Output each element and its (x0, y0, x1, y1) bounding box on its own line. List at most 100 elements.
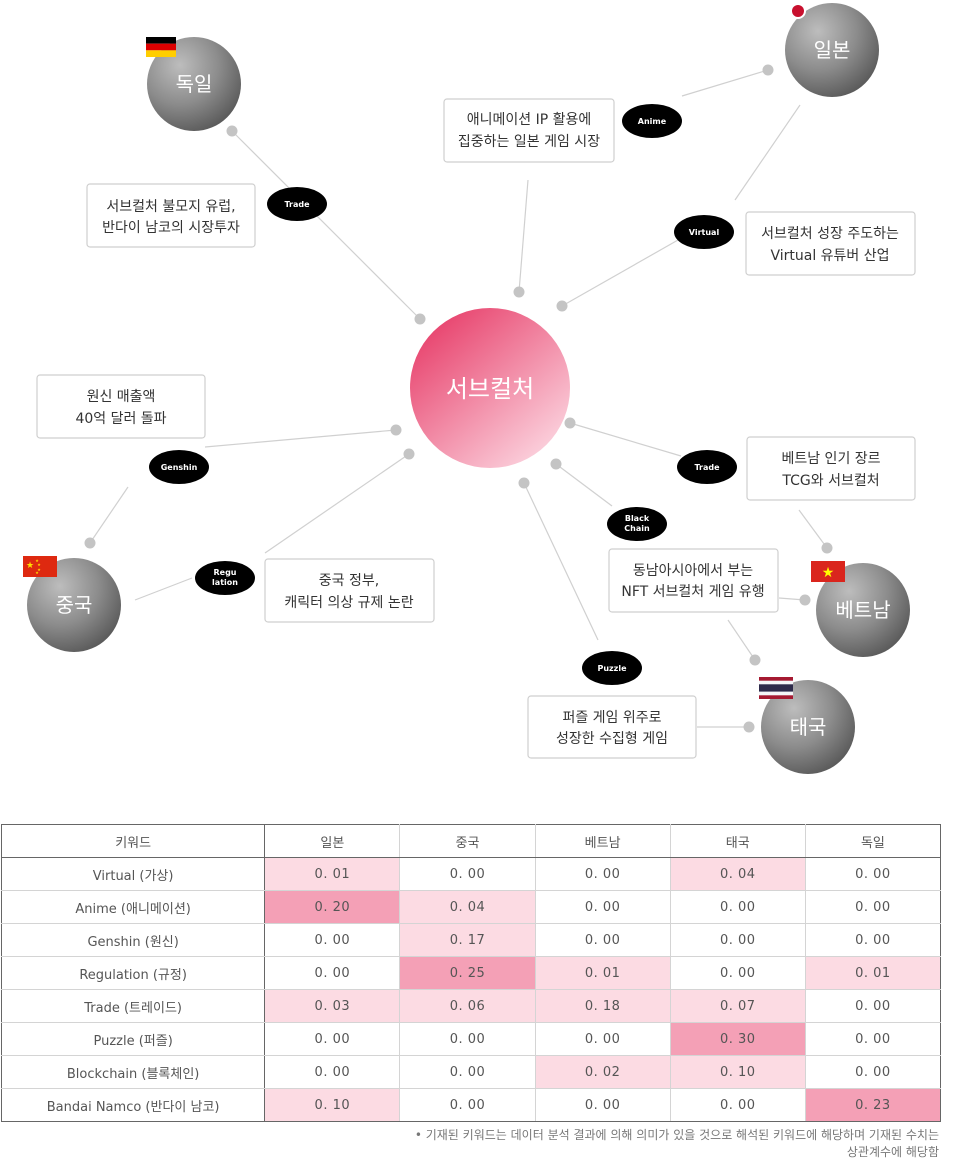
table-header-row: 키워드 일본 중국 베트남 태국 독일 (0, 824, 942, 858)
china-flag: ★ ★ ★ ★ ★ (23, 556, 57, 577)
table-row: Anime (애니메이션) 0. 20 0. 04 0. 00 0. 00 0. 00 (0, 890, 942, 924)
table-row: Puzzle (퍼즐) 0. 00 0. 00 0. 00 0. 30 0. 00 (0, 1022, 942, 1056)
svg-text:NFT 서브컬처 게임 유행: NFT 서브컬처 게임 유행 (621, 584, 764, 600)
insight-box-virtual: 서브컬처 성장 주도하는 Virtual 유튜버 산업 (745, 211, 916, 276)
footnote-line-1: • 기재된 키워드는 데이터 분석 결과에 의해 의미가 있을 것으로 해석된 … (414, 1128, 939, 1142)
correlation-cell: 0. 00 (399, 1022, 536, 1056)
svg-text:캐릭터 의상 규제 논란: 캐릭터 의상 규제 논란 (284, 595, 413, 611)
correlation-cell: 0. 00 (669, 890, 806, 924)
center-node: 서브컬처 (410, 308, 570, 468)
svg-text:Chain: Chain (624, 524, 650, 533)
keyword-cell: Blockchain (블록체인) (0, 1055, 266, 1089)
table-row: Regulation (규정) 0. 00 0. 25 0. 01 0. 00 0. 01 (0, 956, 942, 990)
svg-text:★: ★ (822, 565, 835, 581)
correlation-table-container: 키워드 일본 중국 베트남 태국 독일 Virtual (가상) 0. 01 0. … (0, 824, 942, 1122)
svg-text:Genshin: Genshin (161, 463, 198, 472)
svg-text:Black: Black (625, 514, 650, 523)
svg-text:원신 매출액: 원신 매출액 (87, 389, 156, 405)
country-label: 일본 (814, 38, 851, 62)
insight-box-anime: 애니메이션 IP 활용에 집중하는 일본 게임 시장 (443, 98, 615, 163)
correlation-cell: 0. 30 (669, 1022, 806, 1056)
correlation-cell: 0. 00 (669, 956, 806, 990)
keyword-cell: Genshin (원신) (0, 923, 266, 957)
svg-text:TCG와 서브컬처: TCG와 서브컬처 (781, 473, 879, 489)
keyword-network-diagram: 서브컬처 독일 일본 중국 ★ ★ ★ ★ ★ 베트남 (23, 3, 916, 774)
svg-text:★: ★ (35, 558, 39, 563)
correlation-cell: 0. 01 (264, 857, 401, 891)
header-germany: 독일 (804, 824, 942, 858)
correlation-cell: 0. 00 (804, 923, 942, 957)
keyword-pill-puzzle: Puzzle (582, 651, 642, 685)
svg-text:Virtual 유튜버 산업: Virtual 유튜버 산업 (770, 248, 889, 264)
header-vietnam: 베트남 (534, 824, 671, 858)
svg-text:Trade: Trade (284, 200, 310, 209)
keyword-pill-trade-germany: Trade (267, 187, 327, 221)
correlation-cell: 0. 00 (264, 1055, 401, 1089)
svg-text:동남아시아에서 부는: 동남아시아에서 부는 (633, 563, 753, 579)
svg-text:애니메이션 IP 활용에: 애니메이션 IP 활용에 (467, 112, 592, 128)
japan-flag (790, 3, 806, 19)
footnote-line-2: 상관계수에 해당함 (846, 1145, 939, 1159)
correlation-cell: 0. 00 (264, 956, 401, 990)
correlation-cell: 0. 25 (399, 956, 536, 990)
svg-text:Virtual: Virtual (689, 228, 720, 237)
country-node-vietnam: 베트남 ★ (811, 561, 910, 657)
svg-text:Puzzle: Puzzle (597, 664, 627, 673)
country-node-china: 중국 ★ ★ ★ ★ ★ (23, 556, 121, 652)
country-node-germany: 독일 (146, 37, 241, 131)
country-label: 독일 (176, 72, 213, 96)
correlation-cell: 0. 00 (669, 923, 806, 957)
keyword-cell: Puzzle (퍼즐) (0, 1022, 266, 1056)
header-keyword: 키워드 (0, 824, 266, 858)
table-row: Genshin (원신) 0. 00 0. 17 0. 00 0. 00 0. 00 (0, 923, 942, 957)
svg-text:성장한 수집형 게임: 성장한 수집형 게임 (556, 731, 668, 747)
correlation-table: 키워드 일본 중국 베트남 태국 독일 Virtual (가상) 0. 01 0. … (0, 824, 942, 1122)
svg-text:중국 정부,: 중국 정부, (319, 573, 379, 589)
germany-flag (146, 37, 176, 57)
header-japan: 일본 (264, 824, 401, 858)
correlation-cell: 0. 20 (264, 890, 401, 924)
correlation-cell: 0. 00 (534, 1022, 671, 1056)
correlation-cell: 0. 10 (264, 1088, 401, 1122)
svg-text:40억 달러 돌파: 40억 달러 돌파 (75, 411, 166, 427)
correlation-cell: 0. 00 (534, 890, 671, 924)
table-body: Virtual (가상) 0. 01 0. 00 0. 00 0. 04 0. 00 Ani… (0, 857, 942, 1122)
correlation-cell: 0. 00 (264, 1022, 401, 1056)
insight-box-regulation: 중국 정부, 캐릭터 의상 규제 논란 (264, 558, 435, 623)
footnote: • 기재된 키워드는 데이터 분석 결과에 의해 의미가 있을 것으로 해석된 … (239, 1127, 939, 1161)
svg-text:집중하는 일본 게임 시장: 집중하는 일본 게임 시장 (458, 134, 600, 150)
correlation-cell: 0. 00 (534, 1088, 671, 1122)
svg-text:★: ★ (26, 561, 34, 571)
correlation-cell: 0. 01 (804, 956, 942, 990)
correlation-cell: 0. 18 (534, 989, 671, 1023)
vietnam-flag: ★ (811, 561, 845, 582)
insight-box-genshin: 원신 매출액 40억 달러 돌파 (36, 374, 206, 439)
keyword-cell: Regulation (규정) (0, 956, 266, 990)
keyword-cell: Trade (트레이드) (0, 989, 266, 1023)
keyword-pill-genshin: Genshin (149, 450, 209, 484)
svg-text:베트남 인기 장르: 베트남 인기 장르 (781, 451, 880, 467)
correlation-cell: 0. 06 (399, 989, 536, 1023)
correlation-cell: 0. 04 (669, 857, 806, 891)
svg-text:Regu: Regu (213, 568, 236, 577)
correlation-cell: 0. 00 (804, 890, 942, 924)
svg-text:★: ★ (37, 562, 41, 567)
svg-text:서브컬처 불모지 유럽,: 서브컬처 불모지 유럽, (106, 199, 235, 215)
correlation-cell: 0. 00 (804, 1022, 942, 1056)
svg-text:Trade: Trade (694, 463, 720, 472)
insight-box-germany: 서브컬처 불모지 유럽, 반다이 남코의 시장투자 (86, 183, 256, 248)
correlation-cell: 0. 00 (534, 857, 671, 891)
correlation-cell: 0. 00 (264, 923, 401, 957)
correlation-cell: 0. 00 (804, 989, 942, 1023)
table-row: Blockchain (블록체인) 0. 00 0. 00 0. 02 0. 10 0. … (0, 1055, 942, 1089)
country-node-japan: 일본 (785, 3, 879, 97)
correlation-cell: 0. 17 (399, 923, 536, 957)
header-thailand: 태국 (669, 824, 806, 858)
correlation-cell: 0. 03 (264, 989, 401, 1023)
svg-text:lation: lation (212, 578, 238, 587)
correlation-cell: 0. 23 (804, 1088, 942, 1122)
table-row: Virtual (가상) 0. 01 0. 00 0. 00 0. 04 0. 00 (0, 857, 942, 891)
svg-text:서브컬처 성장 주도하는: 서브컬처 성장 주도하는 (761, 226, 899, 242)
keyword-pill-regulation: Regu lation (195, 561, 255, 595)
svg-text:퍼즐 게임 위주로: 퍼즐 게임 위주로 (562, 710, 661, 726)
